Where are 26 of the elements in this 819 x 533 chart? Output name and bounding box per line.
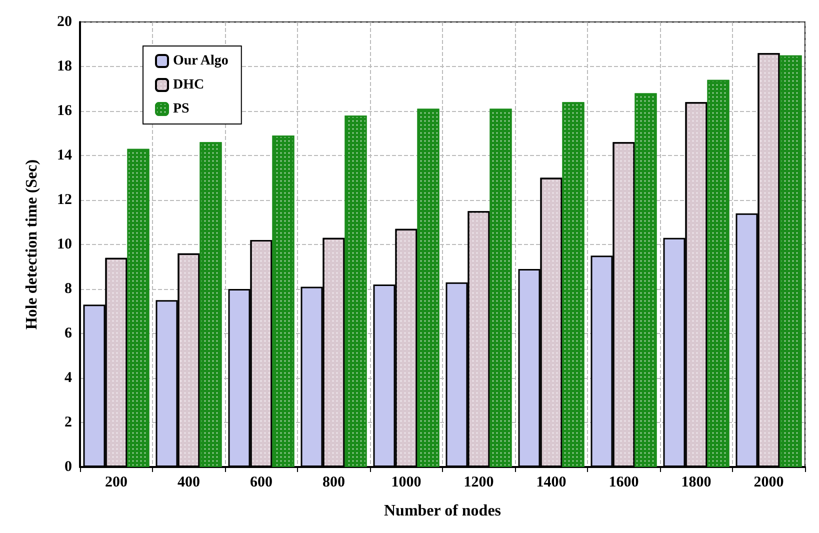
y-tick-label: 16 <box>57 103 72 119</box>
x-tick-label: 200 <box>105 474 128 490</box>
legend-label: PS <box>173 102 190 116</box>
y-tick-label: 8 <box>64 281 72 297</box>
y-tick-label: 12 <box>57 192 72 208</box>
y-tick-label: 10 <box>57 236 72 252</box>
x-tick-label: 1600 <box>608 474 639 490</box>
x-tick-label: 2000 <box>754 474 784 490</box>
x-tick-label: 600 <box>250 474 272 490</box>
y-axis-title: Hole detection time (Sec) <box>24 159 40 330</box>
x-tick-label: 1800 <box>681 474 712 490</box>
y-tick-label: 14 <box>57 148 72 164</box>
x-tick-label: 1000 <box>391 474 422 490</box>
legend-label: Our Algo <box>173 54 228 68</box>
x-tick-label: 800 <box>322 474 345 490</box>
x-tick-label: 1400 <box>536 474 566 490</box>
x-tick-label: 1200 <box>464 474 494 490</box>
legend-label: DHC <box>173 78 204 92</box>
y-tick-label: 6 <box>64 326 72 342</box>
x-axis-title: Number of nodes <box>384 502 502 520</box>
y-tick-label: 18 <box>57 58 72 74</box>
y-tick-label: 0 <box>64 459 72 475</box>
y-tick-label: 4 <box>64 370 72 386</box>
y-tick-label: 2 <box>64 414 72 430</box>
x-tick-label: 400 <box>178 474 200 490</box>
y-tick-label: 20 <box>57 14 72 30</box>
